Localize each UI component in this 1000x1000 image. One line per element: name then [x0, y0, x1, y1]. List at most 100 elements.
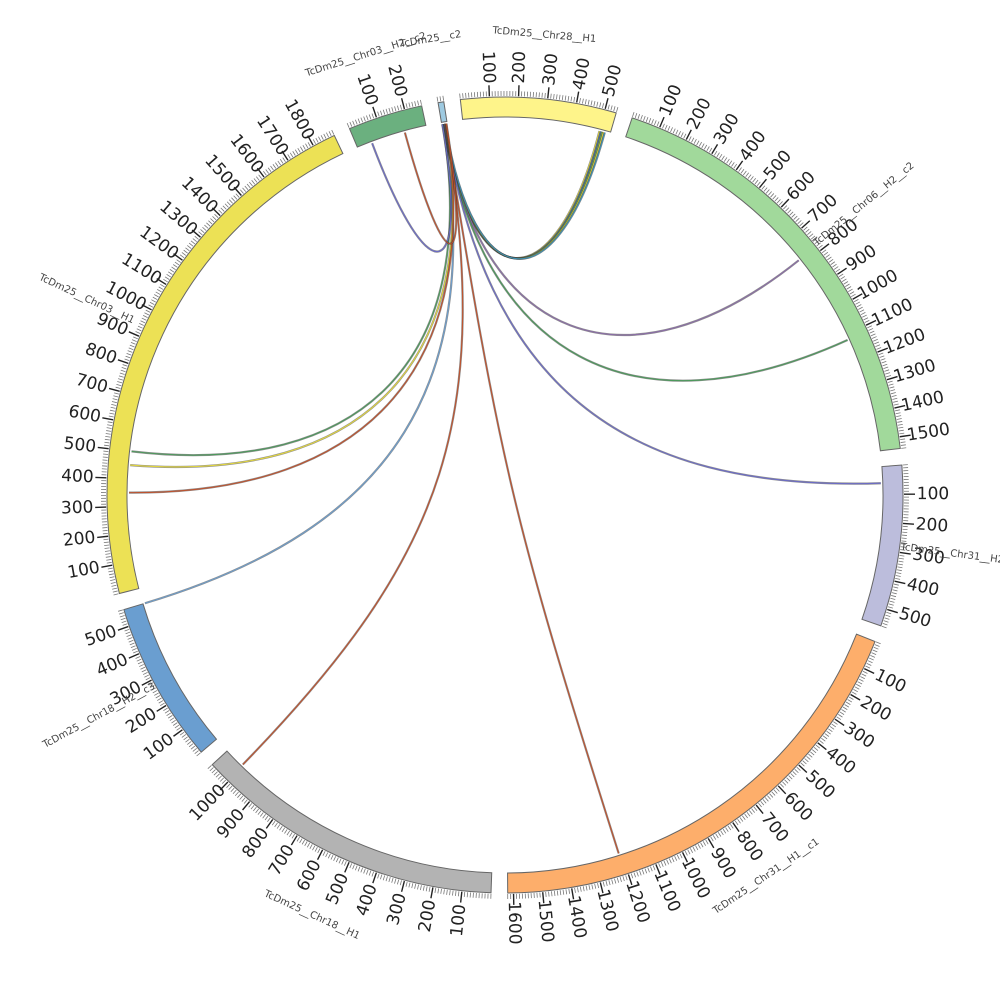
tick-minor	[354, 119, 358, 125]
tick-minor	[885, 372, 891, 375]
tick-minor	[895, 575, 901, 577]
tick-minor	[408, 882, 411, 888]
tick-minor	[845, 701, 851, 705]
tick-minor	[614, 878, 617, 884]
tick-label: 500	[897, 604, 934, 632]
tick-minor	[870, 333, 876, 337]
tick-minor	[722, 828, 727, 834]
tick-minor	[672, 128, 676, 134]
tick-minor	[264, 815, 269, 821]
tick-minor	[462, 93, 464, 99]
tick-minor	[577, 887, 579, 893]
tick-minor	[751, 808, 756, 813]
tick-label: 800	[238, 824, 273, 862]
tick-minor	[865, 665, 871, 669]
tick-minor	[380, 110, 383, 116]
tick-minor	[599, 102, 602, 108]
tick-minor	[808, 753, 813, 758]
tick-minor	[239, 189, 244, 194]
tick-label: 900	[213, 805, 249, 843]
segment-tcdm25-chr31-h2-c3	[861, 464, 904, 627]
tick-minor	[455, 890, 457, 896]
tick-minor	[335, 857, 339, 863]
tick-minor	[718, 153, 723, 159]
tick-minor	[689, 848, 694, 853]
tick-minor	[284, 829, 288, 834]
tick-minor	[157, 289, 162, 293]
tick-minor	[166, 712, 171, 716]
tick-minor	[198, 231, 203, 236]
tick-major	[400, 98, 406, 110]
tick-minor	[125, 631, 131, 635]
tick-minor	[179, 254, 185, 259]
tick-minor	[275, 162, 279, 167]
tick-minor	[880, 358, 886, 361]
tick-minor	[176, 727, 181, 731]
tick-minor	[169, 717, 175, 721]
tick-minor	[901, 537, 907, 539]
tick-minor	[900, 441, 906, 443]
tick-minor	[105, 553, 111, 555]
tick-minor	[760, 801, 765, 806]
tick-minor	[876, 347, 882, 350]
tick-minor	[650, 866, 653, 872]
tick-minor	[124, 628, 130, 632]
segment-tcdm25-chr03-h2-c2	[348, 105, 427, 148]
tick-minor	[799, 222, 804, 227]
links-layer	[129, 123, 881, 854]
tick-minor	[183, 736, 188, 741]
tick-minor	[708, 147, 713, 153]
tick-minor	[548, 891, 550, 897]
tick-major	[102, 417, 114, 421]
tick-minor	[784, 779, 789, 784]
tick-label: 600	[293, 857, 326, 895]
tick-minor	[148, 304, 154, 308]
segment-tcdm25-chr28-h1	[459, 96, 617, 133]
tick-label: 300	[911, 544, 946, 568]
tick-minor	[106, 561, 112, 564]
tick-minor	[616, 106, 619, 113]
tick-minor	[297, 147, 301, 153]
tick-minor	[693, 139, 697, 144]
tick-major	[887, 608, 898, 614]
tick-minor	[251, 180, 256, 185]
tick-minor	[869, 330, 875, 334]
tick-minor	[103, 538, 109, 541]
tick-minor	[863, 317, 869, 321]
tick-minor	[363, 116, 366, 122]
tick-minor	[597, 883, 600, 889]
tick-minor	[113, 593, 119, 596]
tick-minor	[836, 716, 842, 720]
tick-minor	[107, 421, 113, 424]
tick-minor	[811, 749, 817, 754]
tick-minor	[896, 418, 902, 420]
tick-major	[97, 446, 109, 450]
tick-minor	[385, 876, 388, 882]
tick-minor	[425, 886, 428, 892]
tick-minor	[773, 789, 778, 794]
tick-major	[400, 880, 406, 892]
tick-minor	[459, 93, 461, 99]
tick-minor	[274, 822, 278, 828]
tick-minor	[160, 283, 165, 288]
tick-minor	[190, 240, 196, 245]
link	[443, 123, 848, 382]
tick-minor	[782, 781, 787, 786]
tick-minor	[738, 167, 742, 172]
tick-major	[902, 522, 915, 525]
tick-minor	[822, 735, 828, 740]
tick-minor	[253, 178, 258, 183]
tick-minor	[158, 286, 164, 290]
tick-minor	[632, 112, 635, 118]
tick-minor	[634, 112, 638, 118]
tick-minor	[209, 767, 214, 772]
link	[371, 124, 452, 252]
tick-minor	[900, 444, 906, 446]
tick-minor	[860, 676, 865, 680]
tick-minor	[643, 115, 646, 121]
tick-minor	[744, 813, 748, 819]
segment-name-label: TcDm25__c2	[398, 29, 462, 50]
tick-minor	[127, 350, 133, 353]
tick-label: 1600	[504, 901, 525, 945]
tick-minor	[898, 429, 904, 432]
